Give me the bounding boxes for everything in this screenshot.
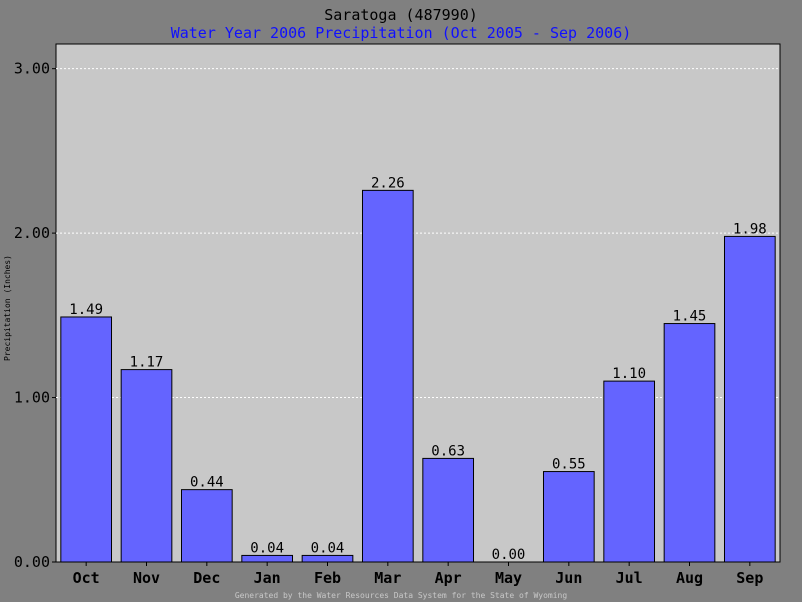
x-tick-label-sep: Sep — [736, 569, 763, 587]
y-tick-label: 3.00 — [14, 60, 50, 78]
data-label-aug: 1.45 — [673, 309, 707, 325]
data-label-dec: 0.44 — [190, 475, 224, 491]
bar-sep — [723, 235, 776, 563]
data-label-oct: 1.49 — [69, 302, 103, 318]
plot-area — [55, 43, 781, 563]
y-tick-label: 1.00 — [14, 389, 50, 407]
bar-oct — [60, 316, 113, 563]
bar-jun — [542, 471, 595, 563]
y-axis-ticks: 0.00 1.00 2.00 3.00 — [14, 60, 56, 571]
chart-subtitle: Water Year 2006 Precipitation (Oct 2005 … — [171, 24, 632, 42]
data-label-jan: 0.04 — [250, 540, 284, 556]
data-label-feb: 0.04 — [311, 540, 345, 556]
x-tick-label-mar: Mar — [374, 569, 401, 587]
x-tick-label-oct: Oct — [73, 569, 100, 587]
bar-dec — [180, 489, 233, 563]
x-tick-label-jun: Jun — [555, 569, 582, 587]
x-tick-label-jan: Jan — [254, 569, 281, 587]
data-label-sep: 1.98 — [733, 221, 767, 237]
x-tick-label-may: May — [495, 569, 522, 587]
x-tick-label-feb: Feb — [314, 569, 341, 587]
x-tick-label-aug: Aug — [676, 569, 703, 587]
x-tick-label-jul: Jul — [616, 569, 643, 587]
bar-apr — [422, 457, 475, 563]
data-label-jun: 0.55 — [552, 457, 586, 473]
bar-nov — [120, 369, 173, 563]
grid-lines — [56, 68, 780, 399]
y-tick-label: 2.00 — [14, 224, 50, 242]
footer-credit: Generated by the Water Resources Data Sy… — [235, 591, 568, 600]
bar-jul — [603, 380, 656, 563]
y-axis-label: Precipitation (Inches) — [3, 255, 12, 361]
data-label-mar: 2.26 — [371, 175, 405, 191]
bar-aug — [663, 323, 716, 563]
data-label-jul: 1.10 — [612, 366, 646, 382]
data-label-apr: 0.63 — [431, 443, 465, 459]
x-tick-label-apr: Apr — [435, 569, 462, 587]
chart-title: Saratoga (487990) — [324, 6, 478, 24]
data-labels: 1.49 1.17 0.44 0.04 0.04 2.26 0.63 0.00 0.55 1.10… — [69, 175, 766, 563]
x-tick-label-nov: Nov — [133, 569, 160, 587]
bar-mar — [361, 189, 414, 563]
y-tick-label: 0.00 — [14, 553, 50, 571]
x-tick-label-dec: Dec — [193, 569, 220, 587]
bars — [60, 189, 776, 563]
data-label-may: 0.00 — [492, 547, 526, 563]
x-axis-ticks: Oct Nov Dec Jan Feb Mar Apr May Jun Jul Aug Sep — [73, 562, 763, 587]
data-label-nov: 1.17 — [130, 355, 164, 371]
